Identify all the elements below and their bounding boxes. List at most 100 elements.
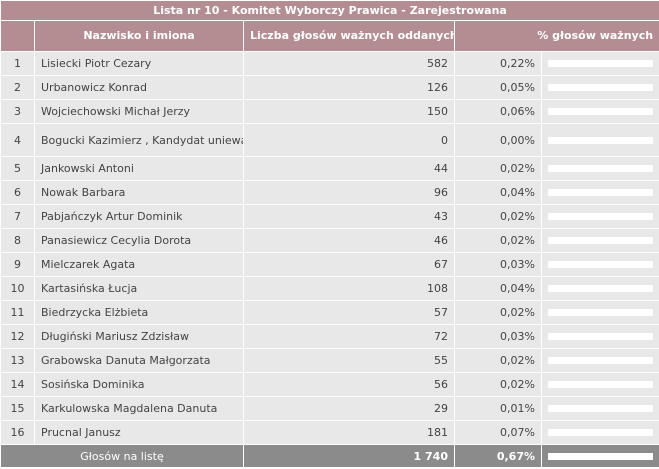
row-number: 11 [0,300,35,325]
total-label: Głosów na listę [0,444,244,468]
row-number: 4 [0,123,35,157]
total-percent: 0,67% [454,444,542,468]
candidate-votes: 72 [243,324,455,349]
candidate-percent: 0,04% [454,180,542,205]
header-votes: Liczba głosów ważnych oddanych na kandyd… [243,20,455,52]
table-row: 5 Jankowski Antoni 44 0,02% [0,156,659,181]
candidate-percent: 0,22% [454,51,542,76]
candidate-votes: 150 [243,99,455,124]
candidate-name: Biedrzycka Elżbieta [34,300,244,325]
candidate-percent: 0,00% [454,123,542,157]
percent-bar [548,84,654,91]
candidate-name: Bogucki Kazimierz , Kandydat unieważnion… [34,123,244,157]
candidate-name: Jankowski Antoni [34,156,244,181]
table-header-row: Nazwisko i imiona Liczba głosów ważnych … [0,20,659,52]
row-number: 5 [0,156,35,181]
candidate-percent: 0,02% [454,372,542,397]
total-percent-bar [548,452,654,460]
table-row: 2 Urbanowicz Konrad 126 0,05% [0,75,659,100]
table-row: 3 Wojciechowski Michał Jerzy 150 0,06% [0,99,659,124]
candidate-percent: 0,05% [454,75,542,100]
percent-bar [548,405,654,412]
row-number: 8 [0,228,35,253]
candidate-votes: 55 [243,348,455,373]
candidate-votes: 67 [243,252,455,277]
header-number [0,20,35,52]
candidate-percent: 0,03% [454,252,542,277]
candidate-name: Sosińska Dominika [34,372,244,397]
candidate-votes: 0 [243,123,455,157]
candidate-percent: 0,03% [454,324,542,349]
row-number: 13 [0,348,35,373]
row-number: 14 [0,372,35,397]
candidate-votes: 29 [243,396,455,421]
percent-bar [548,108,654,115]
candidate-name: Mielczarek Agata [34,252,244,277]
percent-bar [548,237,654,244]
percent-bar [548,333,654,340]
row-number: 2 [0,75,35,100]
total-row: Głosów na listę 1 740 0,67% [0,444,659,468]
row-number: 16 [0,420,35,445]
candidate-name: Wojciechowski Michał Jerzy [34,99,244,124]
percent-bar [548,60,654,67]
table-row: 12 Długiński Mariusz Zdzisław 72 0,03% [0,324,659,349]
percent-bar [548,136,654,144]
row-number: 15 [0,396,35,421]
candidate-votes: 126 [243,75,455,100]
percent-bar [548,213,654,220]
percent-bar [548,285,654,292]
row-number: 10 [0,276,35,301]
candidate-percent: 0,02% [454,156,542,181]
percent-bar [548,189,654,196]
candidate-percent: 0,04% [454,276,542,301]
table-row: 15 Karkulowska Magdalena Danuta 29 0,01% [0,396,659,421]
candidate-name: Prucnal Janusz [34,420,244,445]
candidate-name: Kartasińska Łucja [34,276,244,301]
row-number: 6 [0,180,35,205]
row-number: 1 [0,51,35,76]
percent-bar [548,261,654,268]
candidate-votes: 43 [243,204,455,229]
table-row: 7 Pabjańczyk Artur Dominik 43 0,02% [0,204,659,229]
candidate-votes: 181 [243,420,455,445]
table-row: 4 Bogucki Kazimierz , Kandydat unieważni… [0,123,659,157]
percent-bar [548,309,654,316]
candidate-votes: 44 [243,156,455,181]
total-votes: 1 740 [243,444,455,468]
row-number: 3 [0,99,35,124]
candidate-percent: 0,02% [454,348,542,373]
table-row: 1 Lisiecki Piotr Cezary 582 0,22% [0,51,659,76]
candidate-name: Pabjańczyk Artur Dominik [34,204,244,229]
candidate-name: Panasiewicz Cecylia Dorota [34,228,244,253]
header-percent: % głosów ważnych [453,20,659,52]
table-row: 10 Kartasińska Łucja 108 0,04% [0,276,659,301]
candidate-votes: 108 [243,276,455,301]
candidate-votes: 46 [243,228,455,253]
percent-bar [548,357,654,364]
candidate-votes: 56 [243,372,455,397]
row-number: 7 [0,204,35,229]
candidate-percent: 0,02% [454,228,542,253]
percent-bar [548,429,654,436]
table-row: 6 Nowak Barbara 96 0,04% [0,180,659,205]
candidate-percent: 0,02% [454,300,542,325]
candidate-name: Nowak Barbara [34,180,244,205]
candidate-name: Lisiecki Piotr Cezary [34,51,244,76]
candidate-votes: 582 [243,51,455,76]
candidate-percent: 0,01% [454,396,542,421]
list-title: Lista nr 10 - Komitet Wyborczy Prawica -… [0,0,659,21]
candidate-percent: 0,02% [454,204,542,229]
candidate-name: Urbanowicz Konrad [34,75,244,100]
candidate-name: Karkulowska Magdalena Danuta [34,396,244,421]
table-row: 11 Biedrzycka Elżbieta 57 0,02% [0,300,659,325]
row-number: 12 [0,324,35,349]
candidate-percent: 0,06% [454,99,542,124]
table-row: 14 Sosińska Dominika 56 0,02% [0,372,659,397]
percent-bar [548,381,654,388]
candidate-votes: 57 [243,300,455,325]
row-number: 9 [0,252,35,277]
table-row: 9 Mielczarek Agata 67 0,03% [0,252,659,277]
header-name: Nazwisko i imiona [34,20,244,52]
